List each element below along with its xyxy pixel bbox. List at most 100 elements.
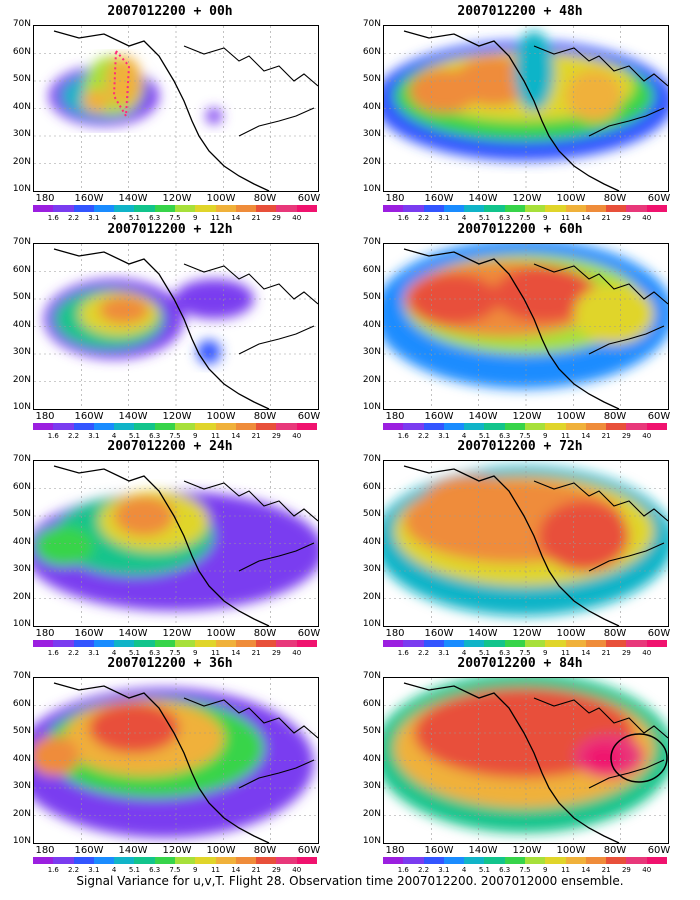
colorbar-label: 14 bbox=[581, 649, 591, 657]
colorbar-label: 11 bbox=[211, 649, 221, 657]
colorbar-label: 6.3 bbox=[499, 432, 511, 440]
lat-tick-label: 70N bbox=[362, 237, 381, 247]
colorbar-segment bbox=[174, 857, 196, 864]
colorbar-segment bbox=[524, 857, 546, 864]
colorbar-label: 5.1 bbox=[478, 432, 490, 440]
lon-tick-label: 80W bbox=[603, 411, 627, 422]
colorbar-label: 14 bbox=[231, 214, 241, 222]
lon-tick-label: 140W bbox=[118, 628, 148, 639]
lat-tick-label: 20N bbox=[362, 156, 381, 167]
map-panel: 2007012200 + 48h 70N 60N 50N 40N 30N 20N 10N 180… bbox=[350, 4, 690, 222]
lon-tick-label: 60W bbox=[647, 845, 671, 856]
colorbar-label: 9 bbox=[543, 214, 548, 222]
colorbar-segment bbox=[443, 640, 465, 647]
lat-tick-label: 40N bbox=[362, 536, 381, 547]
lon-tick-label: 60W bbox=[297, 193, 321, 204]
lon-tick-label: 140W bbox=[468, 628, 498, 639]
colorbar-segment bbox=[423, 857, 444, 864]
colorbar-segment bbox=[174, 205, 196, 212]
colorbar-label: 7.5 bbox=[169, 649, 181, 657]
lat-tick-label: 10N bbox=[362, 184, 381, 194]
map-plot bbox=[383, 243, 669, 410]
colorbar-segment bbox=[565, 857, 586, 864]
colorbar-label: 29 bbox=[621, 866, 631, 874]
lat-tick-label: 40N bbox=[12, 753, 31, 764]
panel-title: 2007012200 + 12h bbox=[107, 222, 233, 237]
colorbar-segment bbox=[626, 423, 647, 430]
colorbar-segment bbox=[585, 423, 607, 430]
colorbar-label: 9 bbox=[193, 432, 198, 440]
colorbar-segment bbox=[565, 640, 586, 647]
colorbar-label: 9 bbox=[193, 649, 198, 657]
colorbar-label: 4 bbox=[461, 432, 467, 440]
lon-tick-label: 100W bbox=[556, 193, 586, 204]
colorbar-label: 6.3 bbox=[149, 432, 161, 440]
colorbar-label: 29 bbox=[271, 866, 281, 874]
lat-tick-label: 30N bbox=[362, 129, 381, 139]
colorbar-label: 2.2 bbox=[67, 214, 80, 222]
lon-tick-label: 120W bbox=[512, 193, 542, 204]
panel-title: 2007012200 + 72h bbox=[457, 439, 583, 454]
colorbar-label: 1.6 bbox=[47, 432, 59, 440]
lat-tick-label: 40N bbox=[12, 101, 31, 112]
lon-tick-label: 60W bbox=[297, 845, 321, 856]
lon-tick-label: 180 bbox=[35, 411, 55, 422]
colorbar-label: 9 bbox=[543, 649, 548, 657]
lon-tick-label: 100W bbox=[206, 845, 236, 856]
colorbar-segment bbox=[154, 423, 175, 430]
lon-tick-label: 80W bbox=[603, 193, 627, 204]
lat-tick-label: 60N bbox=[12, 46, 31, 57]
colorbar-segment bbox=[443, 857, 465, 864]
colorbar-label: 9 bbox=[543, 432, 548, 440]
lat-tick-label: 10N bbox=[12, 402, 31, 412]
colorbar-label: 5.1 bbox=[478, 649, 490, 657]
lon-tick-label: 60W bbox=[647, 193, 671, 204]
colorbar-segment bbox=[256, 857, 277, 864]
lat-tick-label: 30N bbox=[12, 781, 31, 791]
colorbar-label: 2.2 bbox=[417, 214, 430, 222]
map-plot bbox=[383, 25, 669, 192]
colorbar-label: 11 bbox=[561, 649, 571, 657]
colorbar-segment bbox=[646, 640, 667, 647]
colorbar-label: 11 bbox=[211, 866, 221, 874]
colorbar-label: 6.3 bbox=[499, 214, 511, 222]
lat-tick-label: 60N bbox=[362, 481, 381, 492]
panel-title: 2007012200 + 84h bbox=[457, 656, 583, 671]
colorbar-segment bbox=[545, 423, 566, 430]
colorbar-label: 21 bbox=[251, 649, 261, 657]
colorbar-label: 2.2 bbox=[417, 432, 430, 440]
colorbar-segment bbox=[296, 423, 317, 430]
colorbar-segment bbox=[53, 640, 74, 647]
colorbar-segment bbox=[423, 423, 444, 430]
colorbar-segment bbox=[296, 640, 317, 647]
colorbar-label: 6.3 bbox=[149, 214, 161, 222]
colorbar-segment bbox=[134, 640, 155, 647]
panel-title: 2007012200 + 48h bbox=[457, 4, 583, 19]
colorbar-segment bbox=[73, 205, 94, 212]
lon-tick-label: 60W bbox=[297, 411, 321, 422]
colorbar-segment bbox=[646, 205, 667, 212]
colorbar-segment bbox=[195, 857, 216, 864]
colorbar-segment bbox=[114, 205, 135, 212]
colorbar-segment bbox=[73, 423, 94, 430]
colorbar-segment bbox=[215, 857, 236, 864]
lat-tick-label: 20N bbox=[12, 808, 31, 819]
lon-tick-label: 120W bbox=[162, 193, 192, 204]
colorbar-label: 4 bbox=[111, 214, 117, 222]
colorbar-segment bbox=[565, 205, 586, 212]
lon-tick-label: 100W bbox=[556, 628, 586, 639]
lon-tick-label: 180 bbox=[35, 628, 55, 639]
map-plot bbox=[33, 677, 319, 844]
colorbar-segment bbox=[154, 640, 175, 647]
map-plot bbox=[383, 460, 669, 627]
colorbar-label: 4 bbox=[461, 866, 467, 874]
colorbar-segment bbox=[114, 423, 135, 430]
lat-tick-label: 30N bbox=[12, 564, 31, 574]
colorbar-segment bbox=[256, 640, 277, 647]
colorbar-label: 29 bbox=[271, 214, 281, 222]
colorbar-label: 4 bbox=[111, 649, 117, 657]
lat-tick-label: 50N bbox=[12, 509, 31, 519]
colorbar-label: 3.1 bbox=[438, 432, 450, 440]
colorbar-segment bbox=[276, 423, 297, 430]
colorbar bbox=[33, 205, 317, 212]
